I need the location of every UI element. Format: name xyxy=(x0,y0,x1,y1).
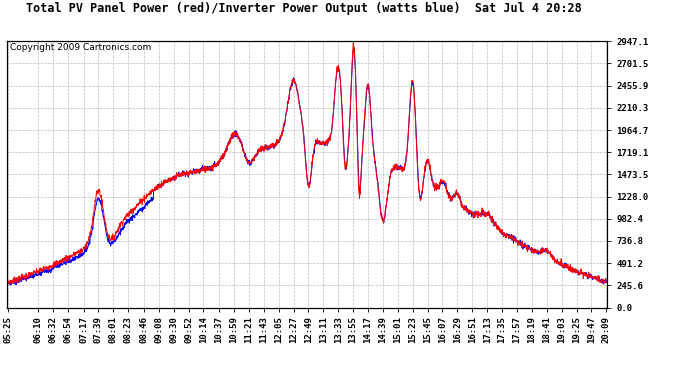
Text: Copyright 2009 Cartronics.com: Copyright 2009 Cartronics.com xyxy=(10,43,151,52)
Text: Total PV Panel Power (red)/Inverter Power Output (watts blue)  Sat Jul 4 20:28: Total PV Panel Power (red)/Inverter Powe… xyxy=(26,2,582,15)
